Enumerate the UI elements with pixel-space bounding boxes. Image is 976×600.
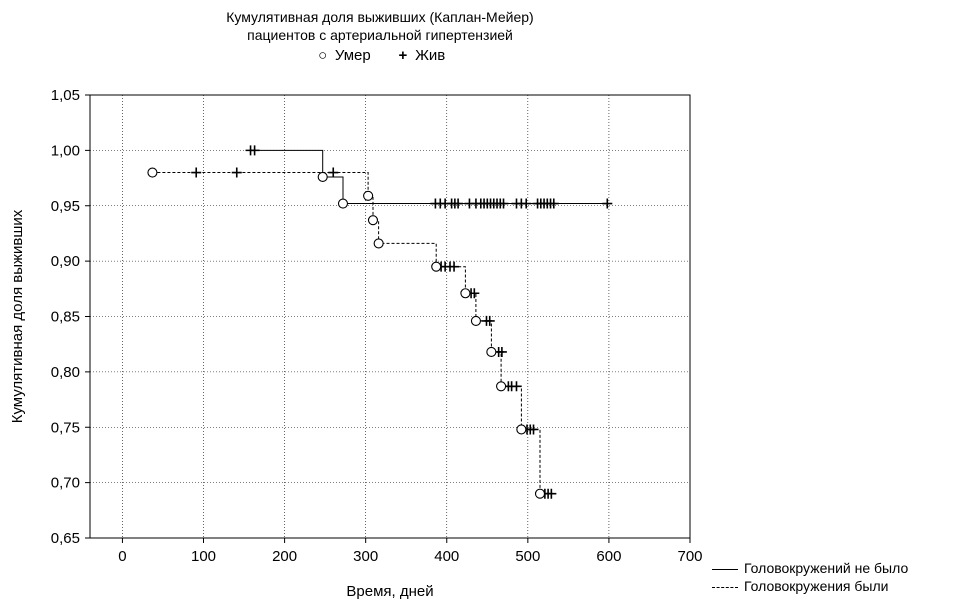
legend-label-died: Умер: [334, 47, 371, 64]
legend-series-label: Головокружений не было: [744, 560, 909, 576]
series-line-2: [152, 172, 554, 495]
event-marker: [317, 171, 328, 183]
chart-title: Кумулятивная доля выживших (Каплан-Мейер…: [226, 9, 534, 25]
x-tick-label: 100: [191, 548, 216, 565]
marker-legend: ○ Умер + Жив: [80, 47, 680, 64]
censored-marker: [484, 315, 495, 326]
event-marker: [337, 198, 349, 209]
y-tick-label: 0,80: [51, 364, 80, 381]
x-tick-label: 600: [596, 548, 621, 565]
censored-marker: [191, 167, 202, 178]
x-tick-label: 0: [118, 548, 126, 565]
event-marker: [367, 215, 379, 226]
event-marker: [470, 315, 481, 326]
event-marker: [460, 288, 471, 299]
event-marker: [147, 167, 158, 178]
censored-marker: [496, 346, 507, 357]
y-tick-label: 0,95: [51, 198, 80, 215]
event-marker: [431, 261, 442, 272]
circle-marker-icon: ○: [318, 47, 328, 64]
y-tick-label: 0,85: [51, 309, 80, 326]
legend-item-died: ○ Умер: [315, 47, 375, 64]
censored-marker: [602, 198, 613, 209]
y-tick-label: 0,75: [51, 419, 80, 436]
censored-marker: [521, 198, 532, 209]
censored-marker: [511, 381, 522, 392]
chart-subtitle: пациентов с артериальной гипертензией: [247, 27, 513, 43]
event-marker: [363, 190, 374, 201]
x-axis-label: Время, дней: [346, 583, 433, 600]
plus-marker-icon: +: [398, 47, 408, 64]
event-marker: [486, 346, 497, 357]
censored-marker: [546, 488, 557, 499]
censored-marker: [498, 198, 509, 209]
censored-marker: [249, 145, 260, 156]
censored-marker: [328, 167, 339, 178]
censored-marker: [469, 288, 480, 299]
series-line-1: [250, 149, 608, 204]
dashed-line-icon: [712, 586, 738, 588]
x-tick-label: 300: [353, 548, 378, 565]
legend-series-no-dizziness: Головокружений не было: [712, 560, 908, 576]
censored-marker: [449, 261, 460, 272]
y-tick-label: 1,05: [51, 87, 80, 104]
censored-marker: [453, 198, 464, 209]
legend-series-label: Головокружения были: [744, 578, 889, 594]
y-axis-label: Кумулятивная доля выживших: [9, 209, 26, 423]
event-marker: [516, 424, 527, 435]
censored-marker: [528, 424, 539, 435]
x-tick-label: 500: [515, 548, 540, 565]
event-marker: [496, 381, 507, 392]
y-tick-label: 0,65: [51, 530, 80, 547]
solid-line-icon: [712, 568, 738, 570]
x-tick-label: 400: [434, 548, 459, 565]
censored-marker: [231, 167, 242, 178]
censored-marker: [548, 198, 559, 209]
x-tick-label: 200: [272, 548, 297, 565]
event-marker: [534, 488, 546, 499]
y-tick-label: 0,90: [51, 253, 80, 270]
event-marker: [373, 238, 384, 249]
legend-series-dizziness: Головокружения были: [712, 578, 888, 594]
legend-item-alive: + Жив: [395, 47, 446, 64]
y-tick-label: 0,70: [51, 475, 80, 492]
y-tick-label: 1,00: [51, 142, 80, 159]
legend-label-alive: Жив: [415, 47, 446, 64]
x-tick-label: 700: [677, 548, 702, 565]
